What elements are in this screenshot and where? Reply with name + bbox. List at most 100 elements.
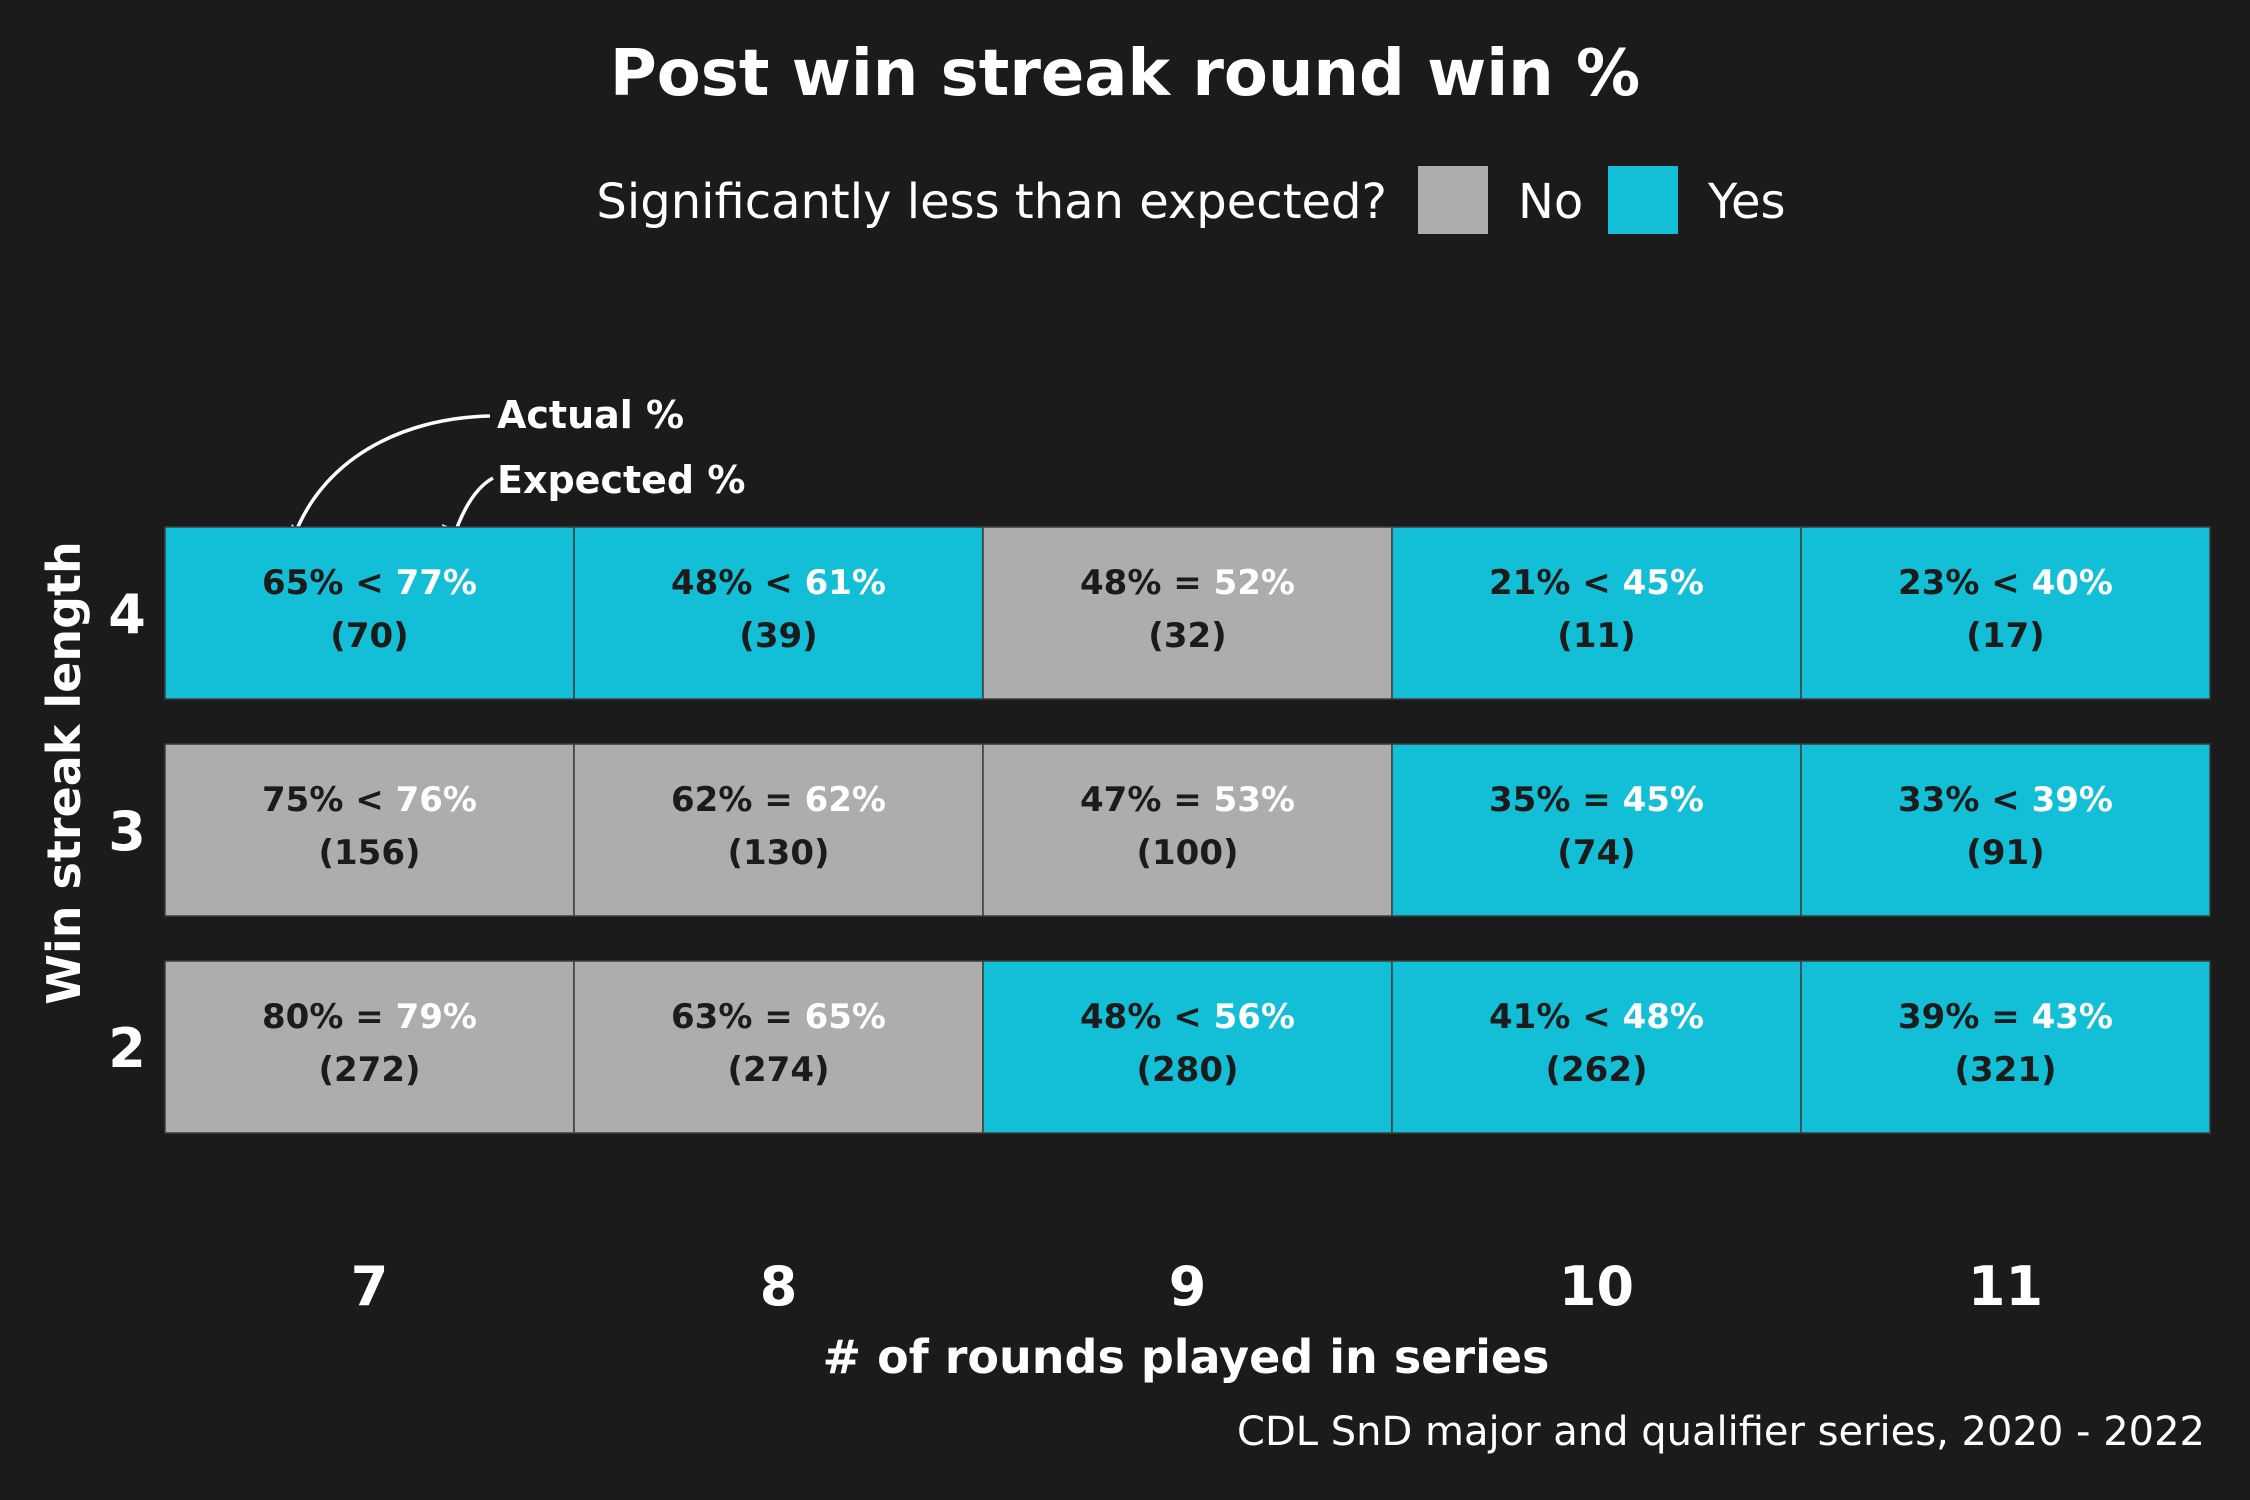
- cell-values-label: 62% = 62%: [671, 780, 886, 820]
- cell-rect: [1391, 743, 1802, 917]
- cell-actual-value: 63%: [671, 997, 752, 1037]
- chart-title: Post win streak round win %: [610, 37, 1640, 111]
- cell-comparison-operator: =: [343, 997, 395, 1037]
- cell-values-label: 23% < 40%: [1898, 563, 2113, 603]
- heatmap-cell: 75% < 76% (156): [164, 743, 575, 917]
- cell-expected-value: 56%: [1214, 997, 1295, 1037]
- cell-values-label: 48% = 52%: [1080, 563, 1295, 603]
- cell-comparison-operator: <: [343, 780, 395, 820]
- cell-expected-value: 43%: [2032, 997, 2113, 1037]
- cell-sample-size: (156): [318, 833, 420, 873]
- annotation: Actual % Expected %: [284, 393, 745, 549]
- legend-swatch-yes: [1608, 166, 1678, 234]
- x-tick-label: 8: [760, 1255, 798, 1318]
- cell-comparison-operator: <: [752, 563, 804, 603]
- cell-actual-value: 35%: [1489, 780, 1570, 820]
- cell-expected-value: 53%: [1214, 780, 1295, 820]
- legend: Significantly less than expected? No Yes: [596, 166, 1785, 234]
- cell-comparison-operator: =: [752, 780, 804, 820]
- cell-rect: [982, 526, 1393, 700]
- cell-rect: [1391, 526, 1802, 700]
- y-tick-label: 4: [108, 583, 146, 646]
- heatmap-cell: 63% = 65% (274): [573, 960, 984, 1134]
- annotation-arrow-actual: [290, 414, 491, 543]
- x-tick-label: 7: [351, 1255, 389, 1318]
- cell-comparison-operator: <: [1570, 563, 1622, 603]
- cell-actual-value: 33%: [1898, 780, 1979, 820]
- cell-rect: [1800, 526, 2211, 700]
- cell-expected-value: 39%: [2032, 780, 2113, 820]
- cell-actual-value: 39%: [1898, 997, 1979, 1037]
- cell-rect: [1800, 743, 2211, 917]
- cell-values-label: 33% < 39%: [1898, 780, 2113, 820]
- cell-sample-size: (274): [727, 1050, 829, 1090]
- cell-sample-size: (321): [1954, 1050, 2056, 1090]
- cell-sample-size: (280): [1136, 1050, 1238, 1090]
- y-tick-label: 3: [108, 800, 146, 863]
- heatmap-cell: 41% < 48% (262): [1391, 960, 1802, 1134]
- cell-actual-value: 48%: [1080, 563, 1161, 603]
- x-tick-label: 11: [1968, 1255, 2043, 1318]
- cell-values-label: 65% < 77%: [262, 563, 477, 603]
- x-tick-label: 9: [1169, 1255, 1207, 1318]
- cell-expected-value: 48%: [1623, 997, 1704, 1037]
- cell-comparison-operator: <: [1979, 780, 2031, 820]
- heatmap-cell: 33% < 39% (91): [1800, 743, 2211, 917]
- cell-expected-value: 61%: [805, 563, 886, 603]
- heatmap-cell: 62% = 62% (130): [573, 743, 984, 917]
- cell-values-label: 63% = 65%: [671, 997, 886, 1037]
- heatmap-cell: 65% < 77% (70): [164, 526, 575, 700]
- annotation-expected: Expected %: [497, 458, 745, 502]
- cell-sample-size: (11): [1557, 616, 1635, 656]
- x-tick-label: 10: [1559, 1255, 1634, 1318]
- cell-comparison-operator: <: [1570, 997, 1622, 1037]
- cell-sample-size: (74): [1557, 833, 1635, 873]
- cell-comparison-operator: =: [1161, 563, 1213, 603]
- cell-sample-size: (262): [1545, 1050, 1647, 1090]
- cell-values-label: 47% = 53%: [1080, 780, 1295, 820]
- annotation-actual: Actual %: [497, 393, 684, 437]
- cell-rect: [573, 526, 984, 700]
- cell-rect: [164, 743, 575, 917]
- heatmap-cell: 35% = 45% (74): [1391, 743, 1802, 917]
- legend-swatch-no: [1418, 166, 1488, 234]
- legend-label-yes: Yes: [1707, 174, 1785, 230]
- cell-actual-value: 75%: [262, 780, 343, 820]
- cell-values-label: 21% < 45%: [1489, 563, 1704, 603]
- cell-rect: [1800, 960, 2211, 1134]
- cell-expected-value: 65%: [805, 997, 886, 1037]
- heatmap-cell: 48% < 56% (280): [982, 960, 1393, 1134]
- cell-expected-value: 77%: [396, 563, 477, 603]
- heatmap-cell: 21% < 45% (11): [1391, 526, 1802, 700]
- cell-sample-size: (17): [1966, 616, 2044, 656]
- cell-actual-value: 21%: [1489, 563, 1570, 603]
- cell-sample-size: (272): [318, 1050, 420, 1090]
- cell-values-label: 75% < 76%: [262, 780, 477, 820]
- cell-rect: [573, 743, 984, 917]
- cell-rect: [1391, 960, 1802, 1134]
- cell-sample-size: (100): [1136, 833, 1238, 873]
- heatmap-cell: 23% < 40% (17): [1800, 526, 2211, 700]
- cell-comparison-operator: =: [1161, 780, 1213, 820]
- cell-actual-value: 80%: [262, 997, 343, 1037]
- cell-expected-value: 45%: [1623, 780, 1704, 820]
- heatmap-cell: 47% = 53% (100): [982, 743, 1393, 917]
- legend-title: Significantly less than expected?: [596, 174, 1387, 230]
- cell-expected-value: 52%: [1214, 563, 1295, 603]
- cell-rect: [164, 960, 575, 1134]
- x-axis-title: # of rounds played in series: [823, 1330, 1550, 1384]
- cell-expected-value: 45%: [1623, 563, 1704, 603]
- cell-rect: [982, 743, 1393, 917]
- cell-rect: [982, 960, 1393, 1134]
- cell-values-label: 48% < 56%: [1080, 997, 1295, 1037]
- cell-values-label: 35% = 45%: [1489, 780, 1704, 820]
- cell-actual-value: 23%: [1898, 563, 1979, 603]
- cell-actual-value: 41%: [1489, 997, 1570, 1037]
- cell-comparison-operator: =: [752, 997, 804, 1037]
- heatmap-cell: 48% = 52% (32): [982, 526, 1393, 700]
- cell-sample-size: (32): [1148, 616, 1226, 656]
- cell-sample-size: (91): [1966, 833, 2044, 873]
- y-tick-label: 2: [108, 1017, 146, 1080]
- cell-actual-value: 62%: [671, 780, 752, 820]
